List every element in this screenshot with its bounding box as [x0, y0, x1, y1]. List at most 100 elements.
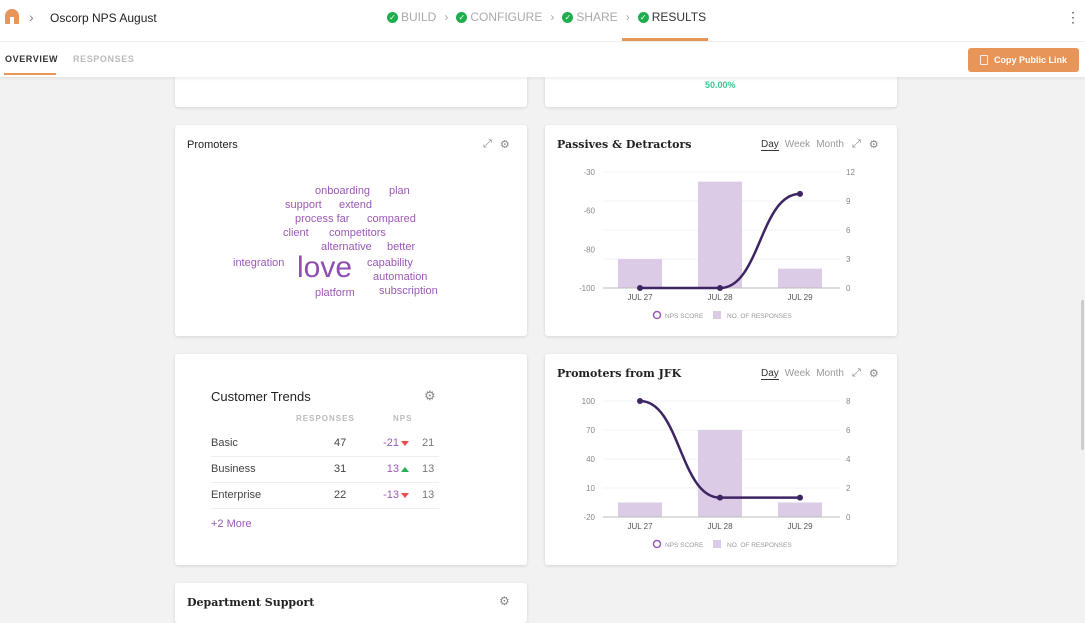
legend-responses-marker [713, 311, 721, 319]
word-cloud-word: platform [315, 287, 355, 299]
step-configure[interactable]: ✓ CONFIGURE [456, 10, 542, 24]
card-title: Promoters from JFK [557, 367, 682, 380]
legend-responses-label: NO. OF RESPONSES [727, 542, 792, 549]
expand-icon[interactable]: ⤢ [483, 138, 492, 150]
word-cloud-word: subscription [379, 285, 438, 297]
card-title: Customer Trends [211, 389, 311, 404]
department-support-card: Department Support ⚙ [175, 583, 527, 623]
word-cloud-word: process far [295, 213, 350, 225]
nps-point [637, 285, 643, 291]
promoters-jfk-card: Promoters from JFK Day Week Month ⤢ ⚙ 0 2 4 6 8… [545, 354, 897, 565]
check-icon: ✓ [637, 11, 649, 23]
right-axis-tick: 6 [846, 226, 851, 235]
legend-nps-marker [652, 539, 662, 549]
legend-nps-marker [652, 310, 662, 320]
response-bar [778, 268, 822, 288]
tab-overview[interactable]: OVERVIEW [5, 54, 59, 64]
step-label: CONFIGURE [470, 10, 543, 24]
period-week[interactable]: Week [784, 368, 811, 379]
nps-chart: 0 2 4 6 8 -20 10 40 70 100 JUL 27 JUL 28 JUL 29 NPS S… [582, 397, 851, 549]
left-axis-tick: -20 [583, 513, 595, 522]
word-cloud-word: plan [389, 185, 410, 197]
chevron-right-icon: › [29, 9, 34, 25]
x-axis-tick: JUL 28 [707, 293, 733, 302]
home-icon[interactable] [5, 9, 19, 24]
step-share[interactable]: ✓ SHARE [562, 10, 618, 24]
expand-icon[interactable]: ⤢ [852, 367, 861, 379]
left-axis-tick: 100 [582, 397, 596, 406]
percentage-value: 50.00% [705, 80, 736, 90]
step-build[interactable]: ✓ BUILD [387, 10, 436, 24]
kebab-icon[interactable]: ⋮ [1066, 9, 1080, 25]
previous-nps: 21 [422, 437, 435, 449]
breadcrumb[interactable]: Oscorp NPS August [50, 11, 157, 25]
customer-trends-card: Customer Trends ⚙ RESPONSES NPS Basic 47… [175, 354, 527, 565]
word-cloud-word: capability [367, 257, 413, 269]
table-row: Enterprise 22 -13 13 [211, 483, 439, 509]
nps-point [797, 494, 803, 501]
nps-value: -21 [383, 437, 399, 449]
chevron-right-icon: › [444, 10, 449, 24]
left-axis-tick: -60 [583, 207, 595, 216]
period-day[interactable]: Day [761, 139, 779, 151]
period-month[interactable]: Month [816, 368, 844, 379]
copy-label: Copy Public Link [993, 55, 1067, 65]
right-axis-tick: 8 [846, 397, 851, 406]
chevron-right-icon: › [550, 10, 555, 24]
right-axis-tick: 4 [846, 455, 851, 464]
nps-point [717, 494, 723, 501]
nps-line [640, 192, 801, 290]
response-bar [698, 430, 742, 517]
copy-public-link-button[interactable]: Copy Public Link [968, 48, 1079, 72]
legend-nps-label: NPS SCORE [665, 542, 704, 549]
right-axis-tick: 3 [846, 255, 851, 264]
left-axis-tick: -80 [583, 245, 595, 254]
response-bar [618, 259, 662, 288]
word-cloud-word: better [387, 241, 416, 253]
right-axis-tick: 2 [846, 484, 851, 493]
word-cloud-word: client [283, 227, 309, 239]
top-bar: › Oscorp NPS August ✓ BUILD › ✓ CONFIGURE › … [0, 0, 1085, 42]
right-axis-tick: 9 [846, 197, 851, 206]
responses-count: 22 [334, 489, 347, 501]
x-axis-tick: JUL 27 [627, 522, 653, 531]
x-axis-tick: JUL 27 [627, 293, 653, 302]
word-cloud-word: compared [367, 213, 416, 225]
period-day[interactable]: Day [761, 368, 779, 380]
step-results[interactable]: ✓ RESULTS [637, 10, 707, 24]
previous-nps: 13 [422, 489, 435, 501]
check-icon: ✓ [456, 11, 468, 23]
segment-name: Business [211, 463, 256, 475]
expand-icon[interactable]: ⤢ [852, 138, 861, 150]
active-tab-indicator [4, 73, 56, 75]
check-icon: ✓ [387, 11, 398, 23]
nps-chart: 0 3 6 9 12 -100 -80 -60 -30 JUL 27 JUL 28 JUL 29 NPS… [579, 168, 855, 320]
trend-down-icon [401, 441, 409, 446]
step-label: BUILD [401, 10, 437, 24]
word-cloud-word: competitors [329, 227, 386, 239]
period-week[interactable]: Week [784, 139, 811, 150]
table-row: Business 31 13 13 [211, 457, 439, 483]
table-row: Basic 47 -21 21 [211, 431, 439, 457]
active-step-indicator [622, 38, 708, 41]
responses-count: 47 [334, 437, 347, 449]
scrollbar[interactable] [1081, 300, 1084, 450]
nps-point [637, 398, 643, 404]
gear-icon[interactable]: ⚙ [424, 388, 436, 403]
tab-responses[interactable]: RESPONSES [73, 54, 135, 64]
right-axis-tick: 0 [846, 513, 851, 522]
step-label: SHARE [576, 10, 618, 24]
tab-bar: OVERVIEW RESPONSES Copy Public Link [0, 42, 1085, 77]
segment-name: Basic [211, 437, 238, 449]
gear-icon[interactable]: ⚙ [499, 139, 510, 151]
gear-icon[interactable]: ⚙ [868, 368, 879, 380]
more-link[interactable]: +2 More [211, 518, 252, 530]
legend-responses-marker [713, 540, 721, 548]
card-title: Department Support [187, 596, 315, 609]
card-title: Passives & Detractors [557, 138, 692, 151]
left-axis-tick: -100 [579, 284, 596, 293]
gear-icon[interactable]: ⚙ [868, 139, 879, 151]
gear-icon[interactable]: ⚙ [499, 594, 510, 608]
step-label: RESULTS [651, 10, 707, 24]
period-month[interactable]: Month [816, 139, 844, 150]
